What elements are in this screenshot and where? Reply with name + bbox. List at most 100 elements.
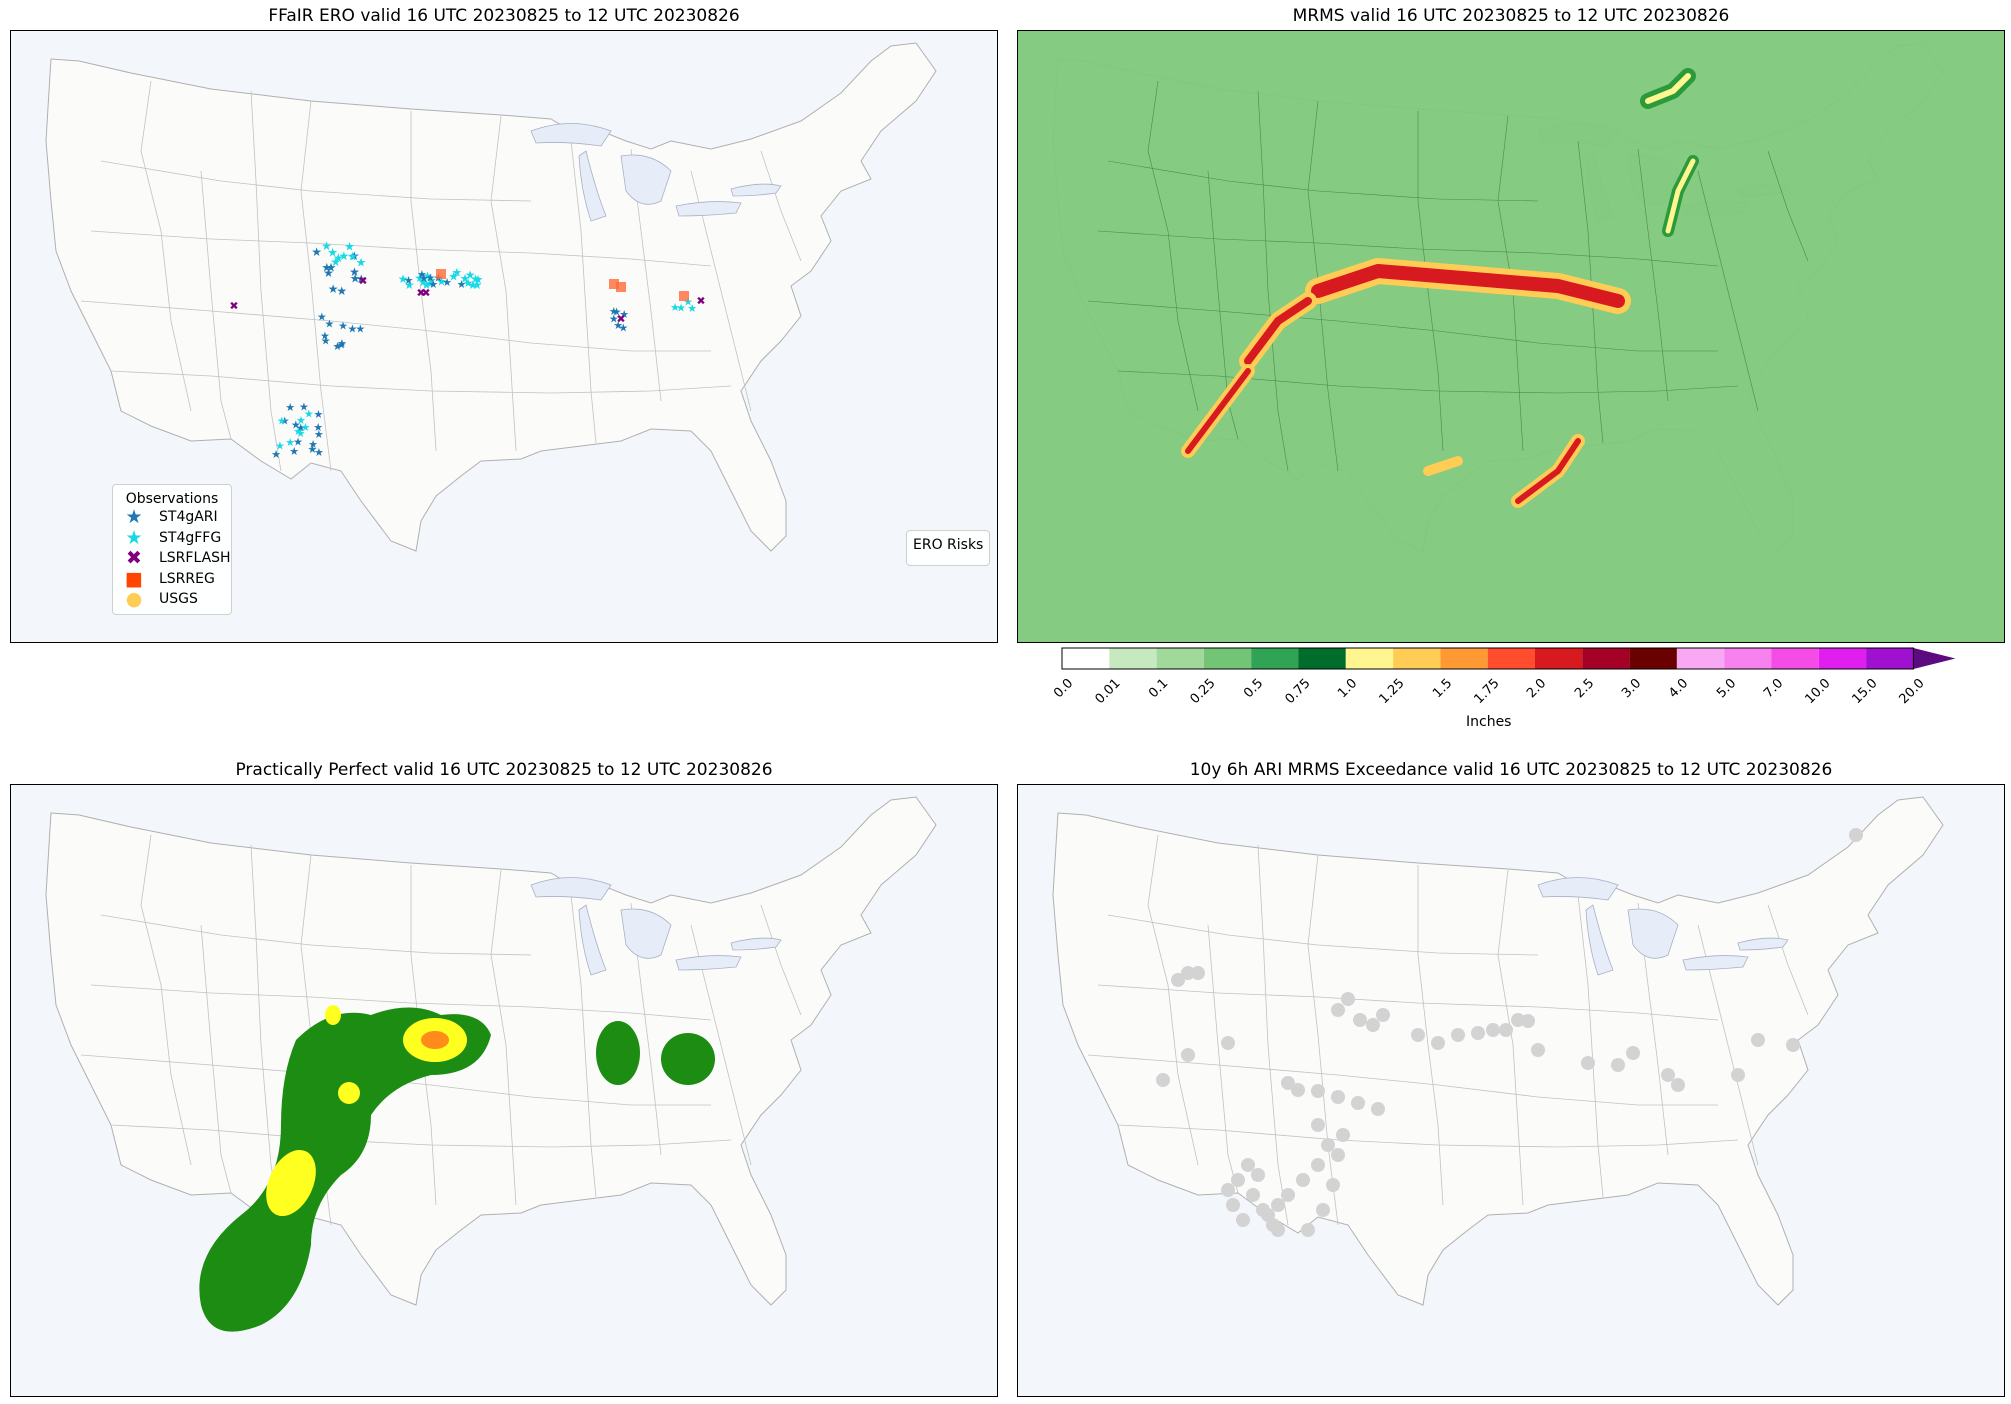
ari-exceedance-point — [1671, 1078, 1685, 1092]
colorbar-swatch — [1440, 648, 1488, 669]
st4gffg-marker: ★ — [344, 240, 355, 254]
st4gffg-marker: ★ — [470, 272, 481, 286]
st4gffg-marker: ★ — [472, 278, 483, 292]
star-icon: ★ — [125, 506, 143, 529]
st4gffg-marker: ★ — [296, 414, 306, 427]
state-border — [100, 914, 532, 956]
st4gffg-marker: ★ — [473, 273, 484, 287]
ari-exceedance-point — [1331, 1148, 1345, 1162]
legend-item: ✖ LSRFLASH — [113, 548, 231, 569]
state-border — [570, 140, 597, 444]
st4gari-marker: ★ — [308, 443, 318, 456]
ari-exceedance-point — [1221, 1183, 1235, 1197]
colorbar-swatch — [1818, 648, 1867, 669]
st4gari-marker: ★ — [314, 446, 324, 459]
great-lake — [620, 154, 672, 205]
colorbar-swatch — [1535, 648, 1583, 669]
st4gari-marker: ★ — [321, 335, 331, 348]
ari-exceedance-point — [1246, 1188, 1260, 1202]
st4gffg-marker: ★ — [285, 436, 295, 449]
ari-exceedance-point — [1353, 1013, 1367, 1027]
state-border — [1417, 111, 1444, 452]
state-border — [90, 984, 712, 1021]
ari-exceedance-point — [1221, 1036, 1235, 1050]
st4gari-marker: ★ — [457, 278, 467, 291]
st4gari-marker: ★ — [609, 312, 619, 325]
lsrreg-marker — [679, 291, 689, 301]
ari-exceedance-point — [1661, 1068, 1675, 1082]
ari-basemap — [1018, 785, 2004, 1396]
mrms-base-field — [1018, 31, 2004, 642]
state-border — [250, 90, 282, 472]
ari-exceedance-point — [1751, 1033, 1765, 1047]
ari-exceedance-point — [1371, 1102, 1385, 1116]
great-lake — [675, 201, 742, 217]
st4gari-marker: ★ — [308, 438, 318, 451]
ari-exceedance-point — [1331, 1090, 1345, 1104]
colorbar-swatch — [1156, 648, 1204, 669]
state-border — [1257, 90, 1289, 472]
ari-exceedance-point — [1236, 1213, 1250, 1227]
ari-exceedance-point — [1611, 1058, 1625, 1072]
great-lake — [530, 877, 612, 901]
st4gffg-marker: ★ — [347, 250, 358, 264]
state-border — [1697, 170, 1759, 412]
colorbar-swatch — [1109, 648, 1157, 669]
mrms-map-panel[interactable] — [1017, 30, 2005, 643]
st4gffg-marker: ★ — [436, 274, 447, 288]
st4gari-marker: ★ — [612, 305, 622, 318]
ari-exceedance-point — [1581, 1056, 1595, 1070]
square-icon: ■ — [125, 567, 143, 590]
st4gari-marker: ★ — [619, 308, 629, 321]
great-lake — [675, 955, 742, 971]
pp-probability-field — [199, 1005, 715, 1332]
st4gari-marker: ★ — [314, 408, 324, 421]
ari-exceedance-points — [1156, 828, 1863, 1237]
ari-exceedance-point — [1256, 1203, 1270, 1217]
great-lake — [1627, 908, 1679, 959]
st4gari-marker: ★ — [404, 274, 414, 287]
ari-exceedance-point — [1311, 1118, 1325, 1132]
state-border — [110, 1124, 732, 1148]
state-border — [80, 300, 711, 352]
legend-item: ● USGS — [113, 589, 231, 610]
legend-item: ★ ST4gARI — [113, 507, 231, 528]
ari-exceedance-point — [1531, 1043, 1545, 1057]
ari-exceedance-point — [1311, 1158, 1325, 1172]
state-border — [760, 150, 802, 262]
colorbar-swatch — [1203, 648, 1252, 669]
pp-map-panel[interactable] — [10, 784, 998, 1397]
st4gari-marker: ★ — [336, 284, 347, 298]
st4gffg-marker: ★ — [418, 275, 429, 289]
ari-exceedance-point — [1171, 973, 1185, 987]
state-border — [1417, 865, 1444, 1206]
ari-exceedance-point — [1486, 1023, 1500, 1037]
st4gari-marker: ★ — [417, 268, 427, 281]
st4gari-marker: ★ — [321, 261, 332, 275]
ari-exceedance-point — [1626, 1046, 1640, 1060]
colorbar-outline — [1061, 647, 1914, 670]
ero-risks-legend: ERO Risks — [906, 530, 991, 566]
pp-probability-contour — [199, 1007, 492, 1332]
ari-map-panel[interactable] — [1017, 784, 2005, 1397]
ari-exceedance-point — [1376, 1008, 1390, 1022]
state-border — [1087, 1054, 1718, 1106]
ari-exceedance-point — [1336, 1128, 1350, 1142]
st4gari-marker: ★ — [419, 272, 429, 285]
ari-exceedance-point — [1271, 1223, 1285, 1237]
ari-exceedance-point — [1241, 1158, 1255, 1172]
great-lake — [730, 183, 782, 197]
st4gffg-marker: ★ — [414, 271, 425, 285]
state-border — [1097, 230, 1719, 267]
lsrreg-marker — [616, 282, 626, 292]
colorbar-extend-arrow — [1913, 648, 1956, 669]
legend-item: ★ ST4gFFG — [113, 528, 231, 549]
legend-item-label: ST4gFFG — [159, 529, 222, 546]
state-border — [570, 894, 597, 1198]
st4gari-marker: ★ — [328, 282, 339, 296]
state-border — [1497, 869, 1524, 1206]
colorbar-swatch — [1251, 648, 1299, 669]
state-border — [1117, 370, 1739, 394]
precip-band — [1515, 438, 1581, 504]
ari-exceedance-point — [1326, 1178, 1340, 1192]
